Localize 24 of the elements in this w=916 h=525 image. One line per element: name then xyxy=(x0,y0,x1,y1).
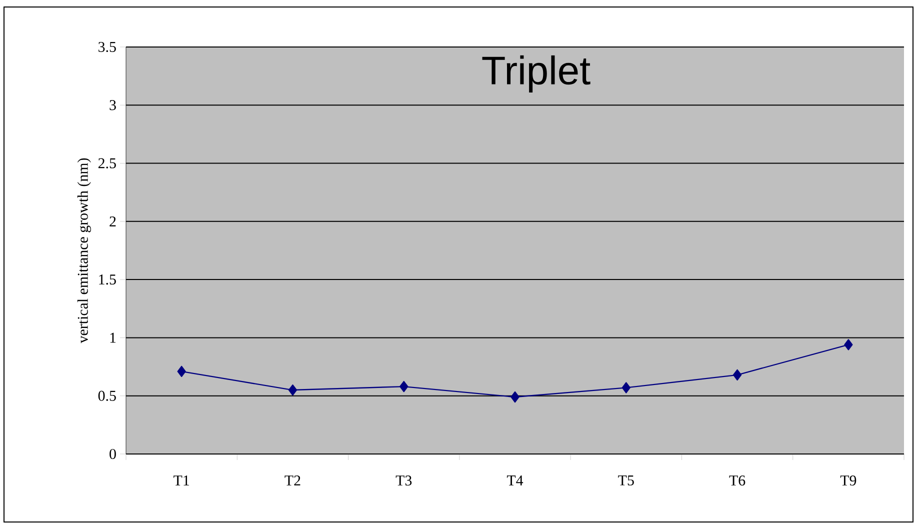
y-tick-label: 0.5 xyxy=(98,390,116,401)
y-tick-label: 3.5 xyxy=(98,42,116,52)
point xyxy=(177,366,186,377)
y-tick-label: 1 xyxy=(110,332,116,343)
x-tick-label: T3 xyxy=(396,476,412,486)
point xyxy=(400,380,408,392)
point xyxy=(288,384,298,396)
point xyxy=(510,391,520,403)
x-tick-label: T2 xyxy=(284,476,300,486)
y-tick-label: 1.5 xyxy=(99,274,116,285)
y-tick-label: 2.5 xyxy=(98,158,116,168)
y-tick-label: 0 xyxy=(110,448,116,460)
y-tick-label: 2 xyxy=(110,216,116,226)
y-tick-label: 3 xyxy=(110,100,116,110)
chart-title: Triplet xyxy=(482,55,590,93)
x-tick-label: T9 xyxy=(840,476,856,486)
x-tick-label: T5 xyxy=(618,476,634,486)
x-tick-label: T6 xyxy=(729,476,746,486)
y-axis-title: vertical emittance growth (nm) xyxy=(77,158,91,344)
point xyxy=(732,369,742,380)
x-tick-label: T4 xyxy=(506,476,524,486)
x-tick-label: T1 xyxy=(174,476,189,486)
point xyxy=(844,339,853,350)
point xyxy=(622,382,630,394)
